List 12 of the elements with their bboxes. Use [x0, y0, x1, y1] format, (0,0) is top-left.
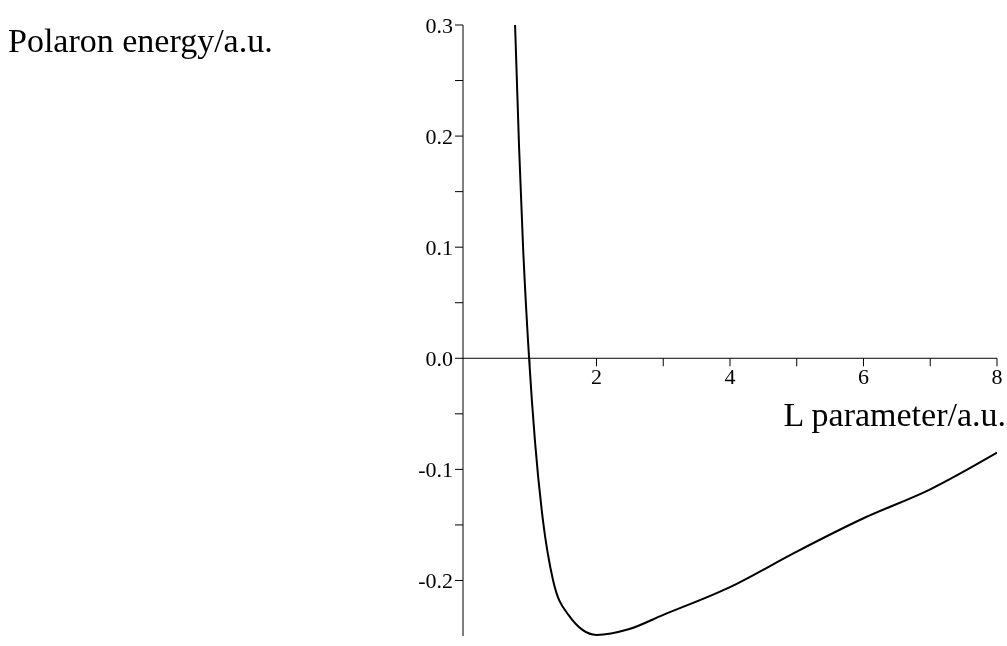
y-tick-label: -0.1	[418, 457, 453, 483]
x-tick-label: 4	[724, 363, 736, 389]
x-tick-label: 6	[857, 363, 869, 389]
y-axis-title: Polaron energy/a.u.	[8, 22, 273, 60]
y-tick-label: 0.0	[425, 346, 453, 372]
y-tick-label: 0.1	[425, 234, 453, 260]
x-tick-label: 8	[991, 363, 1003, 389]
x-tick-label: 2	[591, 363, 602, 389]
y-tick-label: 0.2	[425, 123, 453, 149]
x-axis-title: L parameter/a.u.	[783, 396, 1006, 435]
y-tick-label: 0.3	[425, 12, 453, 38]
y-tick-label: -0.2	[418, 568, 453, 594]
